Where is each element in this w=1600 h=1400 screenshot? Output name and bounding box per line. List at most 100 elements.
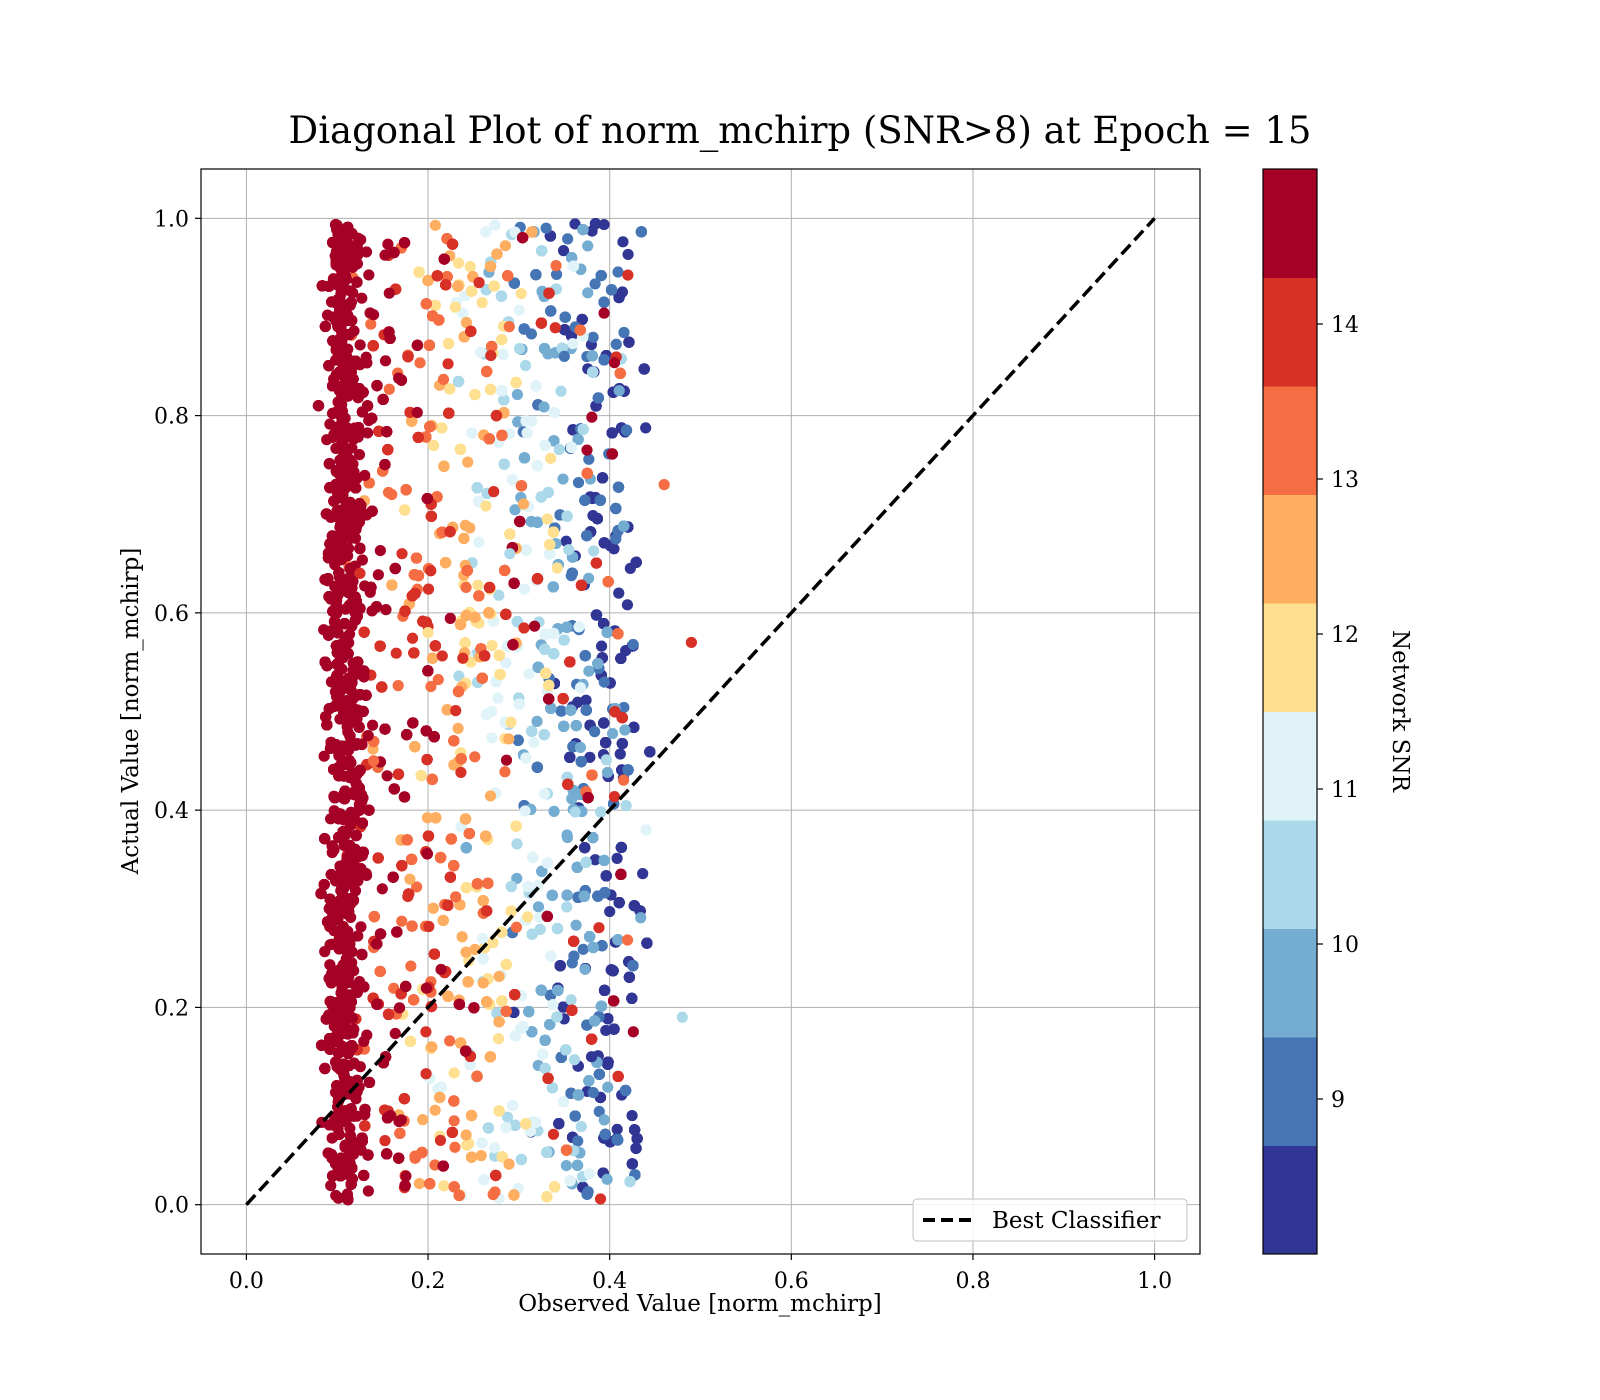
scatter-point (460, 581, 472, 594)
scatter-point (522, 880, 534, 893)
scatter-point (396, 860, 408, 872)
scatter-point (462, 456, 474, 468)
scatter-point (511, 388, 524, 401)
scatter-point (622, 248, 634, 261)
scatter-point (608, 1023, 620, 1035)
scatter-point (462, 976, 474, 988)
scatter-point (496, 995, 508, 1007)
scatter-point (594, 1193, 607, 1205)
scatter-point (612, 266, 624, 278)
scatter-point (571, 1159, 584, 1171)
scatter-point (578, 890, 590, 902)
scatter-point (531, 761, 543, 773)
scatter-point (572, 1135, 584, 1147)
scatter-point (582, 240, 594, 252)
scatter-point (465, 1151, 478, 1163)
scatter-point (581, 467, 593, 479)
scatter-point (564, 751, 576, 763)
scatter-point (503, 1158, 515, 1170)
scatter-point (509, 989, 521, 1001)
scatter-point (559, 311, 571, 323)
scatter-point (567, 260, 580, 272)
scatter-point (592, 392, 604, 404)
scatter-point (409, 1150, 421, 1162)
scatter-point (586, 350, 598, 362)
scatter-point (612, 934, 624, 946)
scatter-point (531, 460, 543, 472)
scatter-point (590, 557, 602, 569)
scatter-point (608, 791, 621, 803)
scatter-point (496, 333, 508, 346)
scatter-point (555, 705, 567, 717)
scatter-point (619, 724, 631, 736)
scatter-point (638, 363, 650, 375)
scatter-point (446, 1126, 458, 1139)
scatter-point (503, 733, 515, 745)
scatter-point (464, 260, 476, 273)
scatter-point (429, 219, 441, 231)
scatter-point (598, 354, 610, 366)
scatter-point (427, 902, 439, 914)
scatter-point (408, 569, 420, 581)
scatter-point (492, 1033, 505, 1045)
scatter-point (595, 1000, 608, 1012)
scatter-point (510, 376, 522, 389)
scatter-point (406, 853, 418, 865)
scatter-point (455, 766, 467, 779)
scatter-point (637, 868, 649, 880)
scatter-point (542, 348, 554, 360)
scatter-point (452, 686, 465, 698)
scatter-point (566, 567, 578, 579)
scatter-point (562, 778, 574, 790)
scatter-point (465, 1109, 478, 1122)
scatter-point (527, 851, 539, 864)
scatter-point (392, 768, 405, 780)
scatter-point (498, 458, 510, 470)
scatter-point (500, 958, 512, 971)
scatter-point (459, 519, 471, 531)
scatter-point (374, 965, 386, 978)
scatter-point (626, 1109, 638, 1122)
scatter-point (481, 905, 493, 917)
scatter-point (481, 996, 493, 1008)
scatter-point (561, 901, 573, 913)
scatter-point (586, 769, 598, 781)
scatter-point (439, 557, 452, 569)
scatter-point (565, 441, 578, 454)
scatter-point (600, 870, 612, 882)
scatter-point (599, 1128, 611, 1141)
scatter-point (460, 882, 472, 894)
scatter-point (517, 498, 530, 510)
scatter-point (494, 668, 506, 681)
scatter-point (465, 325, 477, 337)
scatter-point (589, 218, 602, 230)
scatter-point (408, 994, 420, 1006)
scatter-point (551, 922, 564, 935)
scatter-point (480, 830, 492, 842)
chart-title: Diagonal Plot of norm_mchirp (SNR>8) at … (289, 109, 1312, 153)
scatter-point (644, 746, 656, 758)
scatter-point (589, 726, 601, 738)
scatter-point (581, 530, 593, 542)
scatter-point (445, 833, 457, 845)
scatter-point (521, 427, 533, 439)
scatter-point (476, 297, 488, 309)
scatter-point (365, 318, 377, 330)
scatter-point (448, 1067, 460, 1079)
scatter-point (461, 564, 473, 577)
scatter-point (425, 510, 437, 522)
scatter-point (538, 788, 550, 800)
scatter-point (641, 937, 653, 949)
scatter-point (584, 751, 596, 763)
scatter-point (587, 941, 599, 954)
scatter-point (575, 1120, 587, 1133)
scatter-point (588, 545, 600, 557)
scatter-point (601, 766, 614, 779)
scatter-point (392, 680, 404, 692)
scatter-point (599, 887, 611, 899)
scatter-point (495, 290, 508, 302)
scatter-point (511, 838, 523, 850)
scatter-point (617, 774, 630, 786)
scatter-point (539, 1062, 551, 1075)
